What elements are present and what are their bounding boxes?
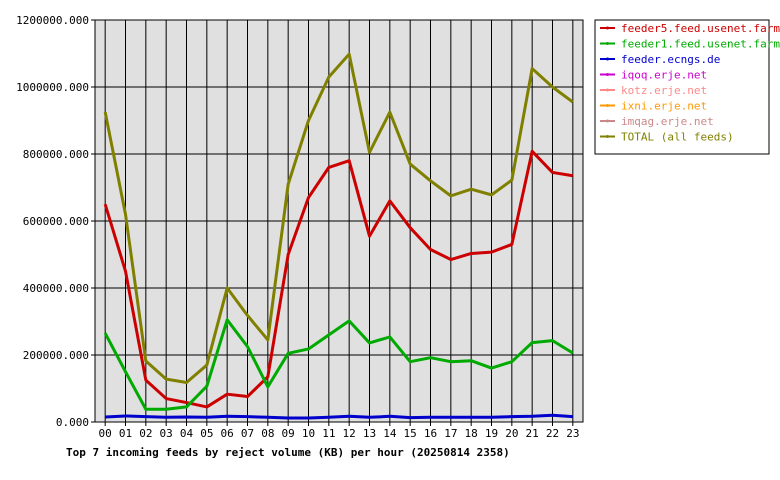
legend-marker-3	[606, 73, 609, 76]
legend-label-7: TOTAL (all feeds)	[621, 131, 734, 144]
legend-label-5: ixni.erje.net	[621, 100, 707, 113]
x-tick-label-11: 11	[322, 427, 335, 440]
x-tick-label-22: 22	[546, 427, 559, 440]
y-tick-label-1: 200000.000	[23, 349, 89, 362]
y-tick-label-4: 800000.000	[23, 148, 89, 161]
x-tick-label-17: 17	[444, 427, 457, 440]
legend-marker-0	[606, 26, 609, 30]
x-tick-label-07: 07	[241, 427, 254, 440]
legend-marker-5	[606, 104, 609, 107]
x-tick-label-12: 12	[343, 427, 356, 440]
series-line-1	[103, 318, 574, 411]
legend-marker-4	[606, 88, 609, 92]
x-tick-label-05: 05	[200, 427, 213, 440]
x-tick-label-08: 08	[261, 427, 274, 440]
x-tick-label-06: 06	[221, 427, 234, 440]
x-tick-label-02: 02	[139, 427, 152, 440]
legend-label-4: kotz.erje.net	[621, 84, 707, 97]
legend-marker-7	[606, 135, 609, 138]
legend-marker-2	[606, 57, 609, 61]
x-tick-label-10: 10	[302, 427, 315, 440]
x-tick-label-03: 03	[160, 427, 173, 440]
x-tick-label-19: 19	[485, 427, 498, 440]
x-tick-label-14: 14	[383, 427, 397, 440]
gridlines	[95, 19, 583, 423]
x-tick-label-13: 13	[363, 427, 376, 440]
y-tick-label-3: 600000.000	[23, 215, 89, 228]
x-tick-label-18: 18	[465, 427, 478, 440]
legend-label-2: feeder.ecngs.de	[621, 53, 720, 66]
legend-box	[594, 19, 770, 155]
chart-title: Top 7 incoming feeds by reject volume (K…	[66, 446, 510, 459]
series-lines	[103, 52, 574, 420]
y-tick-label-5: 1000000.000	[16, 81, 89, 94]
legend: feeder5.feed.usenet.farm feeder1.feed.use…	[594, 19, 780, 155]
x-tick-label-21: 21	[526, 427, 539, 440]
series-line-7	[103, 52, 574, 384]
legend-label-0: feeder5.feed.usenet.farm	[621, 22, 780, 35]
y-tick-label-0: 0.000	[56, 416, 89, 429]
legend-label-1: feeder1.feed.usenet.farm	[621, 38, 780, 51]
x-tick-labels: 00 01 02 03 04 05 06 07 08 09 10 11 12 13 14 15 16 17 18 19…	[99, 422, 579, 440]
y-tick-label-2: 400000.000	[23, 282, 89, 295]
x-tick-label-09: 09	[282, 427, 295, 440]
legend-label-6: imqag.erje.net	[621, 115, 714, 128]
legend-marker-6	[606, 119, 609, 123]
series-line-0	[103, 149, 574, 409]
x-tick-label-04: 04	[180, 427, 194, 440]
x-tick-label-15: 15	[404, 427, 417, 440]
x-tick-label-20: 20	[505, 427, 518, 440]
y-tick-label-6: 1200000.000	[16, 14, 89, 27]
series-line-2	[105, 413, 573, 420]
x-tick-label-23: 23	[566, 427, 579, 440]
x-tick-label-01: 01	[119, 427, 132, 440]
y-tick-labels: 0.000 200000.000 400000.000 600000.000 80000…	[16, 14, 95, 429]
legend-marker-1	[606, 42, 609, 45]
x-tick-label-00: 00	[99, 427, 112, 440]
x-tick-label-16: 16	[424, 427, 437, 440]
legend-label-3: iqoq.erje.net	[621, 69, 707, 82]
